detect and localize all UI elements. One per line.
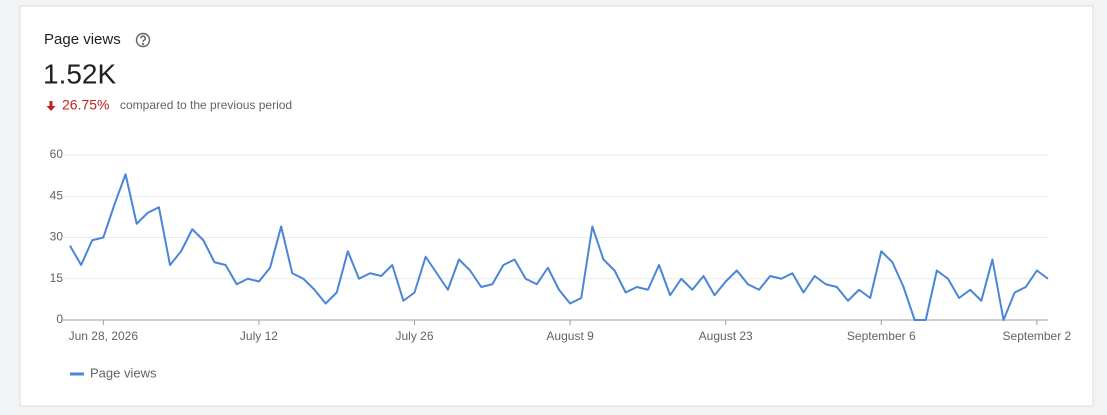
metric-value: 1.52K — [43, 58, 116, 89]
x-tick-label: Jun 28, 2026 — [69, 329, 139, 343]
x-tick-label: July 26 — [396, 329, 434, 343]
card — [19, 5, 1094, 407]
data-line — [69, 173, 1049, 321]
x-tick-label: July 12 — [240, 329, 278, 343]
x-tick-label: August 9 — [546, 329, 594, 343]
y-tick-label: 45 — [50, 188, 64, 202]
y-tick-label: 15 — [50, 271, 64, 285]
change-value: 26.75% — [62, 97, 109, 113]
y-tick-label: 30 — [50, 230, 64, 244]
x-tick-label: August 23 — [699, 329, 753, 343]
x-tick-label: September 2 — [1003, 329, 1072, 343]
x-tick-label: September 6 — [847, 329, 916, 343]
change-text: compared to the previous period — [120, 98, 292, 112]
card-title: Page views — [44, 31, 121, 48]
plot-area: 0 15 30 45 60 Jun 28, 2026 July 12 July 26 Augus… — [50, 147, 1072, 343]
help-icon[interactable] — [135, 32, 151, 48]
legend-label[interactable]: Page views — [90, 365, 157, 380]
y-tick-label: 0 — [56, 312, 63, 326]
y-tick-label: 60 — [50, 147, 64, 161]
down-arrow — [46, 101, 56, 111]
